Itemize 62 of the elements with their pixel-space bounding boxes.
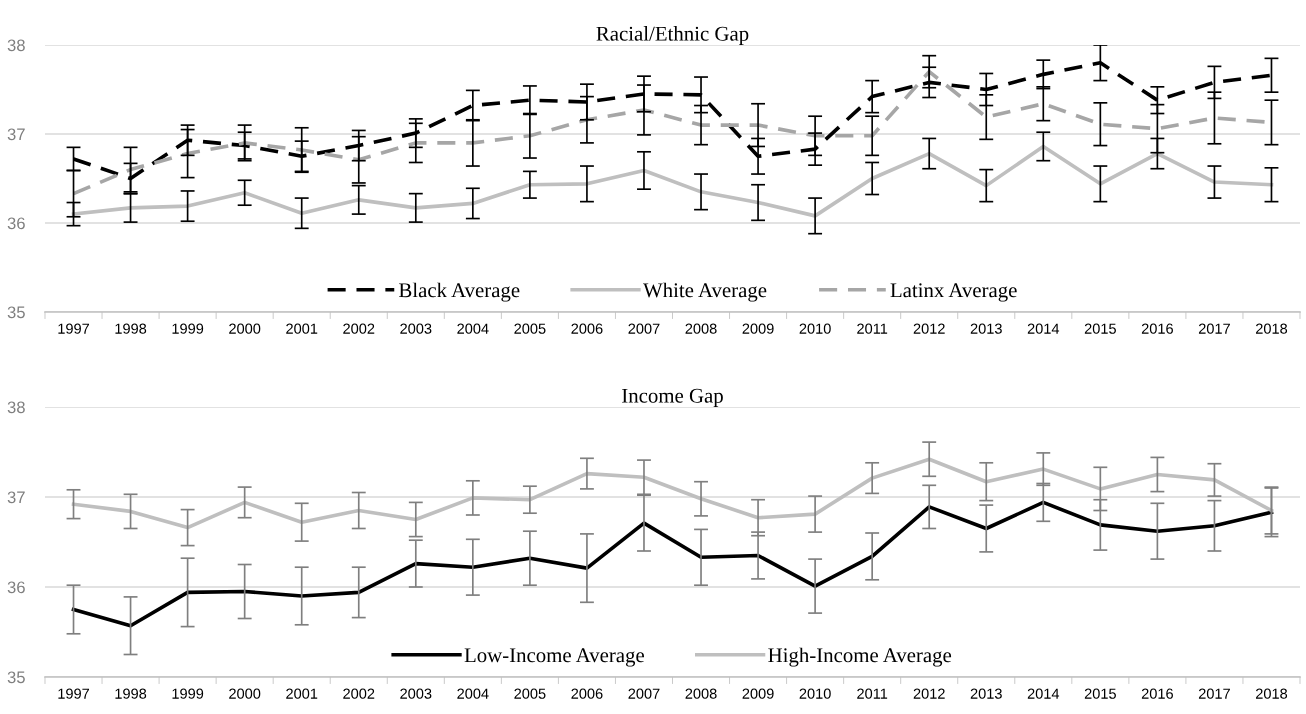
legend-label: Latinx Average bbox=[890, 283, 1017, 302]
line-series bbox=[71, 144, 1274, 218]
x-tick-label: 1997 bbox=[58, 688, 90, 699]
x-tick-label: 2017 bbox=[1198, 323, 1230, 334]
x-tick-label: 2014 bbox=[1027, 688, 1060, 699]
x-tick-label: 2007 bbox=[628, 323, 660, 334]
x-tick-label: 2001 bbox=[286, 688, 318, 699]
legend-label: White Average bbox=[643, 282, 767, 302]
y-tick-label: 36 bbox=[7, 217, 25, 230]
x-tick-label: 2002 bbox=[343, 323, 375, 334]
y-tick-label: 35 bbox=[7, 306, 25, 319]
x-tick-label: 2011 bbox=[857, 323, 888, 334]
x-tick-label: 2004 bbox=[457, 688, 489, 699]
x-tick-label: 2016 bbox=[1141, 323, 1173, 334]
x-tick-label: 2013 bbox=[970, 688, 1002, 699]
x-tick-label: 2009 bbox=[742, 688, 774, 699]
x-tick-label: 1999 bbox=[172, 323, 204, 334]
x-tick-label: 2015 bbox=[1084, 323, 1116, 334]
x-tick-label: 2016 bbox=[1141, 688, 1173, 699]
y-tick-label: 36 bbox=[7, 581, 25, 594]
x-tick-label: 2009 bbox=[742, 323, 774, 334]
x-tick-label: 2001 bbox=[286, 323, 318, 334]
x-tick-label: 2006 bbox=[571, 688, 603, 699]
x-tick-label: 2007 bbox=[628, 688, 660, 699]
x-tick-label: 2008 bbox=[685, 323, 717, 334]
x-tick-label: 1999 bbox=[172, 688, 204, 699]
legend-label: Black Average bbox=[399, 282, 520, 302]
x-tick-label: 2003 bbox=[400, 688, 432, 699]
x-tick-label: 1998 bbox=[115, 688, 147, 699]
y-tick-label: 37 bbox=[7, 128, 25, 141]
x-tick-label: 2008 bbox=[685, 688, 717, 699]
legend-label: High-Income Average bbox=[768, 647, 952, 667]
x-tick-label: 1998 bbox=[115, 323, 147, 334]
x-tick-label: 2013 bbox=[970, 323, 1002, 334]
x-tick-label: 2018 bbox=[1255, 323, 1288, 334]
chart-title: Income Gap bbox=[622, 388, 723, 407]
x-tick-label: 2014 bbox=[1027, 323, 1060, 334]
x-tick-label: 2005 bbox=[514, 323, 546, 334]
x-tick-label: 2010 bbox=[799, 323, 831, 334]
x-tick-label: 2012 bbox=[913, 688, 945, 699]
x-tick-label: 2011 bbox=[857, 688, 888, 699]
x-tick-label: 2000 bbox=[229, 323, 261, 334]
x-tick-label: 2006 bbox=[571, 323, 603, 334]
x-tick-label: 2010 bbox=[799, 688, 831, 699]
line-series bbox=[71, 500, 1274, 628]
x-tick-label: 2000 bbox=[229, 688, 261, 699]
x-tick-label: 2012 bbox=[913, 323, 945, 334]
x-tick-label: 2003 bbox=[400, 323, 432, 334]
x-tick-label: 1997 bbox=[58, 323, 90, 334]
chart-title: Racial/Ethnic Gap bbox=[596, 26, 749, 45]
legend-label: Low-Income Average bbox=[464, 648, 644, 667]
x-tick-label: 2018 bbox=[1255, 688, 1288, 699]
y-tick-label: 37 bbox=[7, 491, 25, 504]
x-tick-label: 2015 bbox=[1084, 688, 1116, 699]
line-series bbox=[71, 457, 1274, 530]
x-tick-label: 2005 bbox=[514, 688, 546, 699]
x-tick-label: 2004 bbox=[457, 323, 489, 334]
y-tick-label: 38 bbox=[7, 39, 25, 52]
y-tick-label: 38 bbox=[7, 401, 25, 414]
y-tick-label: 35 bbox=[7, 671, 25, 684]
x-tick-label: 2017 bbox=[1198, 688, 1230, 699]
x-tick-label: 2002 bbox=[343, 688, 375, 699]
